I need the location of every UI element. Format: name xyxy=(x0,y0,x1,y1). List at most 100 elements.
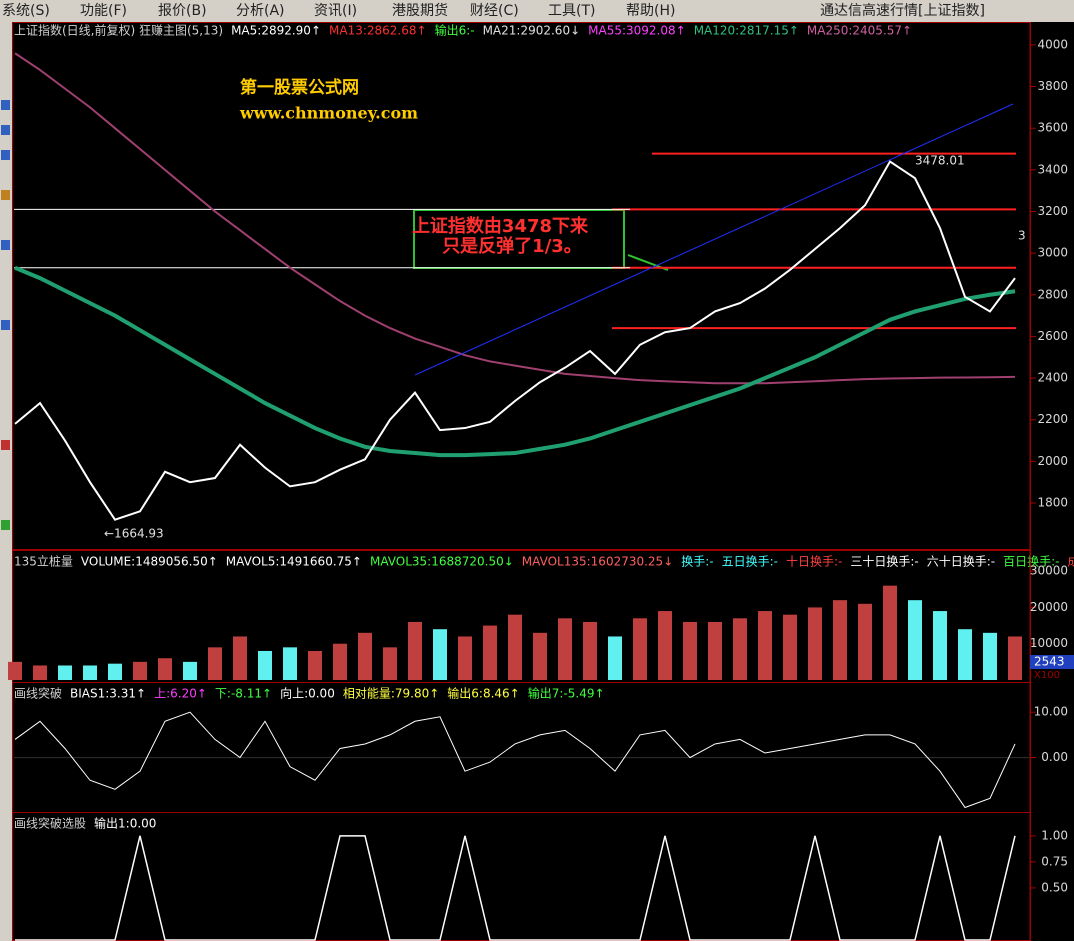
logo-title: 第一股票公式网 xyxy=(240,77,359,98)
menu-item[interactable]: 工具(T) xyxy=(548,3,595,19)
y-tick-label: 0.50 xyxy=(1041,880,1068,894)
menu-item[interactable]: 港股期货 xyxy=(392,2,448,19)
panel-header: 换手:- xyxy=(681,555,713,569)
volume-bar xyxy=(808,607,822,680)
y-tick-label: 4000 xyxy=(1037,37,1068,51)
panel-header: MA13:2862.68↑ xyxy=(329,24,427,38)
panel-header: 十日换手:- xyxy=(786,555,842,569)
panel-header: 画线突破 xyxy=(14,686,62,701)
close-line xyxy=(14,160,1016,521)
left-toolbar xyxy=(0,22,12,941)
volume-bar xyxy=(8,661,22,680)
y-tick-label: 2000 xyxy=(1037,454,1068,468)
panel-header: 百日换手:- xyxy=(1003,555,1059,569)
panel-header: 输出6:8.46↑ xyxy=(447,686,519,701)
volume-bar xyxy=(333,643,347,680)
menu-item[interactable]: 财经(C) xyxy=(470,3,519,19)
panel-header: 下:-8.11↑ xyxy=(215,687,272,701)
menu-item[interactable]: 报价(B) xyxy=(158,3,207,19)
panel-header: MAVOL35:1688720.50↓ xyxy=(370,555,514,569)
signal-line xyxy=(15,835,1016,941)
volume-bar xyxy=(208,647,222,680)
y-tick-label: 2600 xyxy=(1037,329,1068,343)
y-tick-label: 2800 xyxy=(1037,287,1068,301)
panel-header: 输出6:- xyxy=(435,23,475,38)
volume-bar xyxy=(908,600,922,680)
y-tick-label: 1.00 xyxy=(1041,828,1068,842)
panel-frames xyxy=(12,22,1031,941)
panel-header: 输出7:-5.49↑ xyxy=(528,686,605,701)
y-tick-label: 3400 xyxy=(1037,162,1068,176)
logo-url: www.chnmoney.com xyxy=(239,104,418,123)
panel-header: 六十日换手:- xyxy=(927,555,995,569)
volume-bar xyxy=(583,621,597,680)
volume-bar xyxy=(308,650,322,680)
volume-bar xyxy=(783,614,797,680)
volume-bar xyxy=(158,658,172,680)
volume-bar xyxy=(508,614,522,680)
volume-bar xyxy=(933,611,947,680)
current-box xyxy=(1030,655,1074,669)
high-label: 3478.01 xyxy=(915,154,965,168)
volume-bar xyxy=(458,636,472,680)
volume-bar xyxy=(883,585,897,680)
y-tick-label: 0.00 xyxy=(1041,750,1068,764)
volume-bar xyxy=(533,632,547,680)
y-tick-label: 2200 xyxy=(1037,412,1068,426)
panel-header: MA21:2902.60↓ xyxy=(483,24,581,38)
y-tick-label: 10.00 xyxy=(1034,705,1068,719)
volume-bar xyxy=(358,632,372,680)
panel-header: 三十日换手:- xyxy=(850,555,918,569)
marker-label: 3 xyxy=(1018,229,1026,243)
panel-header: 135立桩量 xyxy=(14,554,73,569)
volume-bar xyxy=(683,621,697,680)
panel-header: 成交 xyxy=(1068,554,1074,569)
y-tick-label: 1800 xyxy=(1037,496,1068,510)
y-tick-label: 3800 xyxy=(1037,79,1068,93)
volume-bar xyxy=(608,636,622,680)
volume-bar xyxy=(183,661,197,680)
volume-bar xyxy=(233,636,247,680)
volume-bar xyxy=(433,629,447,680)
y-tick-label: 30000 xyxy=(1030,564,1068,578)
panel-header: 五日换手:- xyxy=(722,555,778,569)
volume-bar xyxy=(958,629,972,680)
menu-item[interactable]: 资讯(I) xyxy=(314,3,357,19)
panel-header: 输出1:0.00 xyxy=(94,816,156,831)
y-tick-label: 3600 xyxy=(1037,121,1068,135)
panel-header: MAVOL5:1491660.75↑ xyxy=(226,555,362,569)
volume-bar xyxy=(483,625,497,680)
y-tick-label: 20000 xyxy=(1030,600,1068,614)
panel-header: 向上:0.00 xyxy=(280,686,335,701)
menu-item[interactable]: 功能(F) xyxy=(80,3,127,19)
panel-header: MA55:3092.08↑ xyxy=(588,24,686,38)
volume-bar xyxy=(758,611,772,680)
annotation-text: 只是反弹了1/3。 xyxy=(442,235,582,257)
y-tick-label: 3200 xyxy=(1037,204,1068,218)
panel-header: 上:6.20↑ xyxy=(154,687,207,701)
y-tick-label: 0.75 xyxy=(1041,854,1068,868)
menu-bar xyxy=(0,0,1074,22)
channel-line xyxy=(414,103,1014,376)
menu-item[interactable]: 分析(A) xyxy=(236,3,285,19)
volume-bar xyxy=(1008,636,1022,680)
y-tick-label: 3000 xyxy=(1037,246,1068,260)
panel-header: VOLUME:1489056.50↑ xyxy=(81,555,218,569)
current-label: 2543 xyxy=(1034,655,1065,669)
menu-item[interactable]: 系统(S) xyxy=(2,3,50,19)
volume-bar xyxy=(33,665,47,680)
panel-header: MAVOL135:1602730.25↓ xyxy=(522,555,673,569)
volume-bar xyxy=(558,618,572,680)
volume-bar xyxy=(633,618,647,680)
panel-header: BIAS1:3.31↑ xyxy=(70,687,146,701)
bias-line xyxy=(14,711,1016,809)
window-title: 通达信高速行情[上证指数] xyxy=(820,2,985,19)
ma120-line xyxy=(14,265,1016,458)
annotation-text: 上证指数由3478下来 xyxy=(412,215,589,237)
volume-bar xyxy=(58,665,72,680)
y-tick-label: 2400 xyxy=(1037,371,1068,385)
ma250-line xyxy=(14,52,1016,385)
volume-bar xyxy=(258,650,272,680)
menu-item[interactable]: 帮助(H) xyxy=(626,3,675,19)
